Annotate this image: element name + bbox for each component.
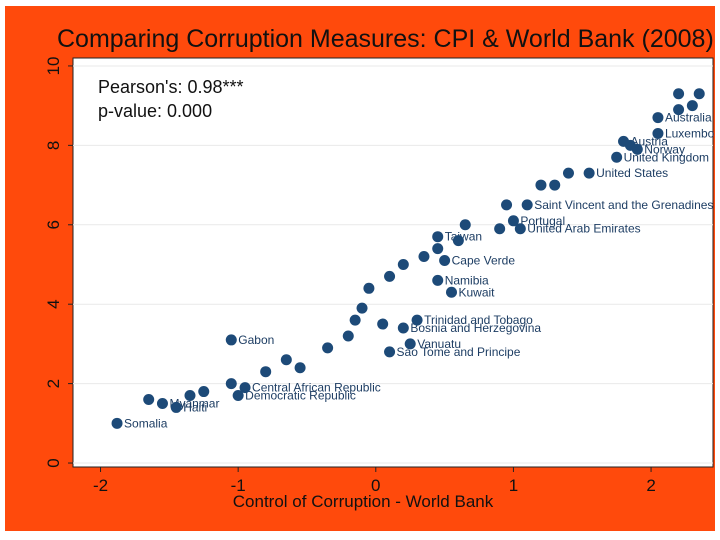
data-point <box>384 346 396 358</box>
data-point <box>198 386 210 398</box>
point-label: Somalia <box>124 416 168 430</box>
point-label: Gabon <box>238 333 274 347</box>
point-label: United Arab Emirates <box>527 222 640 236</box>
y-tick-label: 0 <box>44 458 63 467</box>
data-point <box>411 314 423 326</box>
data-point <box>239 382 251 394</box>
data-point <box>184 390 196 402</box>
x-tick-label: -1 <box>231 476 246 495</box>
x-axis-label: Control of Corruption - World Bank <box>233 492 494 511</box>
point-label: Haiti <box>183 400 207 414</box>
data-point <box>507 215 519 227</box>
data-point <box>549 179 561 191</box>
data-point <box>225 334 237 346</box>
data-point <box>562 167 574 179</box>
x-tick-label: -2 <box>93 476 108 495</box>
data-point <box>432 243 444 255</box>
points <box>111 88 705 429</box>
point-label: United Kingdom <box>624 150 709 164</box>
data-point <box>156 397 168 409</box>
point-label: Norway <box>644 142 685 156</box>
data-point <box>260 366 272 378</box>
point-label: Trinidad and Tobago <box>424 313 533 327</box>
data-point <box>459 219 471 231</box>
data-point <box>535 179 547 191</box>
data-point <box>363 282 375 294</box>
data-point <box>521 199 533 211</box>
data-point <box>111 417 123 429</box>
data-point <box>583 167 595 179</box>
data-point <box>356 302 368 314</box>
y-tick-label: 2 <box>44 379 63 388</box>
data-point <box>618 135 630 147</box>
data-point <box>452 235 464 247</box>
x-tick-label: 1 <box>509 476 518 495</box>
data-point <box>686 100 698 112</box>
data-point <box>432 231 444 243</box>
data-point <box>322 342 334 354</box>
chart-frame: Comparing Corruption Measures: CPI & Wor… <box>5 6 715 531</box>
point-label: Central African Republic <box>252 381 381 395</box>
point-label: Namibia <box>445 273 489 287</box>
data-point <box>418 251 430 263</box>
data-point <box>349 314 361 326</box>
axes: 0 2 4 6 8 10 -2 -1 0 1 2 <box>44 56 656 495</box>
data-point <box>397 322 409 334</box>
data-point <box>693 88 705 100</box>
data-point <box>280 354 292 366</box>
data-point <box>143 393 155 405</box>
data-point <box>652 112 664 124</box>
data-point <box>384 270 396 282</box>
data-point <box>673 104 685 116</box>
data-point <box>494 223 506 235</box>
y-tick-label: 8 <box>44 141 63 150</box>
data-point <box>514 223 526 235</box>
point-label: Cape Verde <box>452 254 516 268</box>
point-label: Luxembourg <box>665 126 715 140</box>
point-label: Australia <box>665 111 712 125</box>
chart-title: Comparing Corruption Measures: CPI & Wor… <box>57 25 714 53</box>
data-point <box>170 401 182 413</box>
data-point <box>225 378 237 390</box>
point-label: United States <box>596 166 668 180</box>
data-point <box>342 330 354 342</box>
data-point <box>404 338 416 350</box>
data-point <box>611 151 623 163</box>
data-point <box>439 255 451 267</box>
data-point <box>397 258 409 270</box>
data-point <box>652 127 664 139</box>
point-label: Bosnia and Herzegovina <box>410 321 541 335</box>
data-point <box>294 362 306 374</box>
y-tick-label: 4 <box>44 299 63 308</box>
p-value-annotation: p-value: 0.000 <box>98 101 212 121</box>
data-point <box>432 274 444 286</box>
point-label: Democratic Republic <box>245 389 356 403</box>
x-tick-label: 2 <box>646 476 655 495</box>
data-point <box>445 286 457 298</box>
data-point <box>631 143 643 155</box>
scatter-chart: Comparing Corruption Measures: CPI & Wor… <box>44 25 715 511</box>
point-label: Vanuatu <box>417 337 461 351</box>
pearson-annotation: Pearson's: 0.98*** <box>98 77 244 97</box>
y-tick-label: 6 <box>44 220 63 229</box>
data-point <box>232 390 244 402</box>
point-label: Portugal <box>520 214 565 228</box>
x-tick-label: 0 <box>371 476 380 495</box>
point-label: Myanmar <box>169 396 219 410</box>
grid <box>73 65 713 464</box>
data-point <box>377 318 389 330</box>
point-label: Sao Tome and Principe <box>397 345 521 359</box>
data-point <box>501 199 513 211</box>
point-label: Kuwait <box>458 285 495 299</box>
point-label: Saint Vincent and the Grenadines <box>534 198 713 212</box>
plot-area <box>72 57 714 468</box>
data-point <box>673 88 685 100</box>
y-tick-label: 10 <box>44 56 63 75</box>
